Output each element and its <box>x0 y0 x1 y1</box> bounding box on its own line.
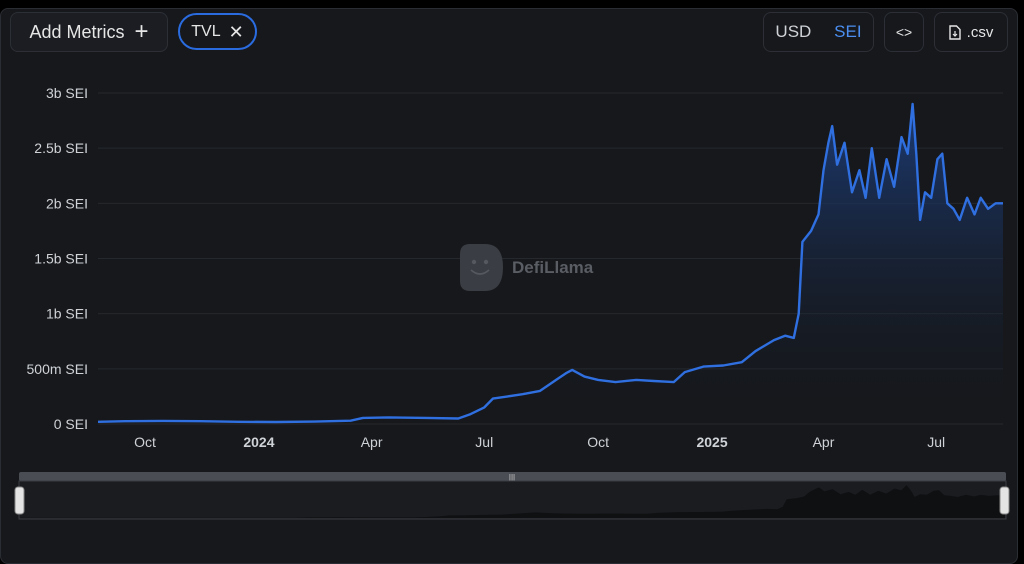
currency-option-sei[interactable]: SEI <box>834 22 862 41</box>
add-metrics-button[interactable]: Add Metrics + <box>10 12 168 52</box>
file-icon <box>948 24 961 40</box>
currency-toggle: USD SEI <box>763 12 874 52</box>
code-icon: <> <box>895 24 913 40</box>
currency-option-usd[interactable]: USD <box>775 22 812 41</box>
add-metrics-label: Add Metrics <box>29 21 125 42</box>
plus-icon: + <box>134 18 149 45</box>
close-icon[interactable]: ✕ <box>228 21 244 42</box>
csv-label: .csv <box>966 23 994 41</box>
tvl-chip-label: TVL <box>191 22 221 40</box>
embed-button[interactable]: <> <box>884 12 924 52</box>
tvl-metric-chip[interactable]: TVL ✕ <box>178 13 257 50</box>
chart-panel <box>0 8 1018 564</box>
csv-download-button[interactable]: .csv <box>934 12 1008 52</box>
